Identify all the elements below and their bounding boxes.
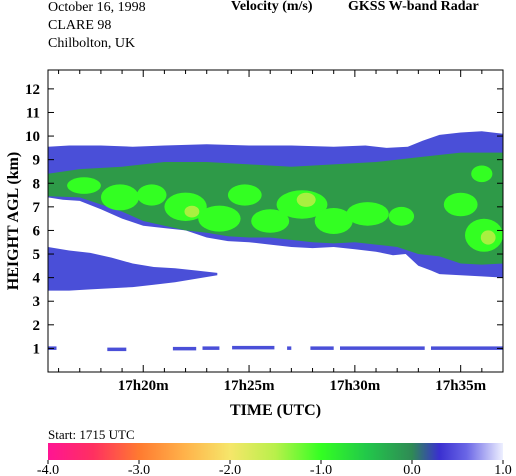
x-tick-label: 17h25m <box>224 378 275 394</box>
echo-layer-green-layer <box>48 152 503 265</box>
colorbar-tick-label: -4.0 <box>37 463 59 476</box>
x-tick-label: 17h20m <box>118 378 169 394</box>
surface-echo <box>340 346 425 350</box>
colorbar-tick-label: 1.0 <box>494 463 512 476</box>
y-tick-label: 9 <box>33 153 41 169</box>
x-axis: 17h20m 17h25m 17h30m 17h35m <box>58 70 487 394</box>
velocity-patch <box>388 206 415 226</box>
velocity-patch <box>314 208 353 234</box>
y-tick-label: 7 <box>33 200 41 216</box>
y-tick-label: 12 <box>25 82 40 98</box>
y-tick-label: 1 <box>33 341 41 357</box>
velocity-patch <box>296 192 316 207</box>
surface-echo <box>431 346 503 350</box>
y-tick-label: 11 <box>26 105 40 121</box>
y-tick-label: 2 <box>33 318 41 334</box>
velocity-patch <box>184 205 200 218</box>
surface-echo <box>232 345 275 350</box>
x-tick-label: 17h30m <box>329 378 380 394</box>
velocity-patch <box>251 209 290 233</box>
velocity-patch <box>480 230 496 245</box>
y-tick-label: 10 <box>25 129 40 145</box>
site-label: Chilbolton, UK <box>48 36 136 51</box>
velocity-patch <box>101 184 139 211</box>
campaign-label: CLARE 98 <box>48 18 112 33</box>
surface-echo <box>202 346 220 350</box>
surface-echo <box>172 346 197 351</box>
colorbar-tick-label: -1.0 <box>310 463 332 476</box>
x-tick-label: 17h35m <box>435 378 486 394</box>
date-label: October 16, 1998 <box>48 0 146 15</box>
velocity-patch <box>136 184 167 206</box>
y-tick-label: 4 <box>33 271 41 287</box>
velocity-patch <box>471 165 493 183</box>
y-tick-label: 6 <box>33 223 41 239</box>
colorbar-tick-label: -2.0 <box>219 463 241 476</box>
y-tick-label: 5 <box>33 247 41 263</box>
colorbar <box>48 443 503 460</box>
surface-echo <box>310 346 334 350</box>
colorbar-ticks: -4.0 -3.0 -2.0 -1.0 0.0 1.0 <box>37 460 512 476</box>
surface-echo <box>107 347 127 352</box>
surface-echo <box>287 346 292 350</box>
y-tick-label: 3 <box>33 294 41 310</box>
colorbar-tick-label: 0.0 <box>403 463 421 476</box>
x-axis-title: TIME (UTC) <box>230 402 321 419</box>
start-time-label: Start: 1715 UTC <box>48 427 135 442</box>
velocity-patch <box>443 192 478 217</box>
echo-layer-lower-band <box>48 247 218 291</box>
y-tick-label: 8 <box>33 176 41 192</box>
y-axis-title: HEIGHT AGL (km) <box>5 152 22 290</box>
colorbar-tick-label: -3.0 <box>128 463 150 476</box>
instrument-title: GKSS W-band Radar <box>348 0 479 14</box>
variable-title: Velocity (m/s) <box>231 0 313 14</box>
velocity-patch <box>346 202 389 226</box>
velocity-patch <box>227 184 262 206</box>
plot-frame <box>47 69 504 373</box>
velocity-field <box>48 131 503 352</box>
velocity-patch <box>67 177 101 194</box>
velocity-patch <box>198 205 241 232</box>
